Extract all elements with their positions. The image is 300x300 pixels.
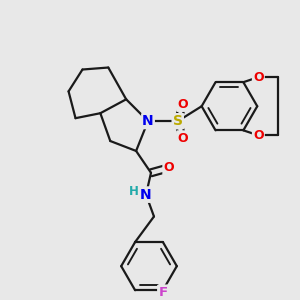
Text: O: O — [253, 71, 264, 84]
Text: F: F — [158, 286, 167, 299]
Text: F: F — [158, 286, 167, 299]
Text: O: O — [253, 129, 264, 142]
Text: N: N — [140, 188, 152, 202]
Text: O: O — [253, 71, 264, 84]
Text: O: O — [178, 131, 188, 145]
Text: S: S — [173, 114, 183, 128]
Text: H: H — [129, 185, 139, 198]
Text: S: S — [173, 114, 183, 128]
Text: O: O — [178, 98, 188, 111]
Text: H: H — [129, 185, 139, 198]
Text: O: O — [164, 161, 174, 174]
Text: O: O — [178, 98, 188, 111]
Text: O: O — [253, 129, 264, 142]
Text: O: O — [164, 161, 174, 174]
Text: N: N — [140, 188, 152, 202]
Text: O: O — [178, 131, 188, 145]
Text: N: N — [142, 114, 154, 128]
